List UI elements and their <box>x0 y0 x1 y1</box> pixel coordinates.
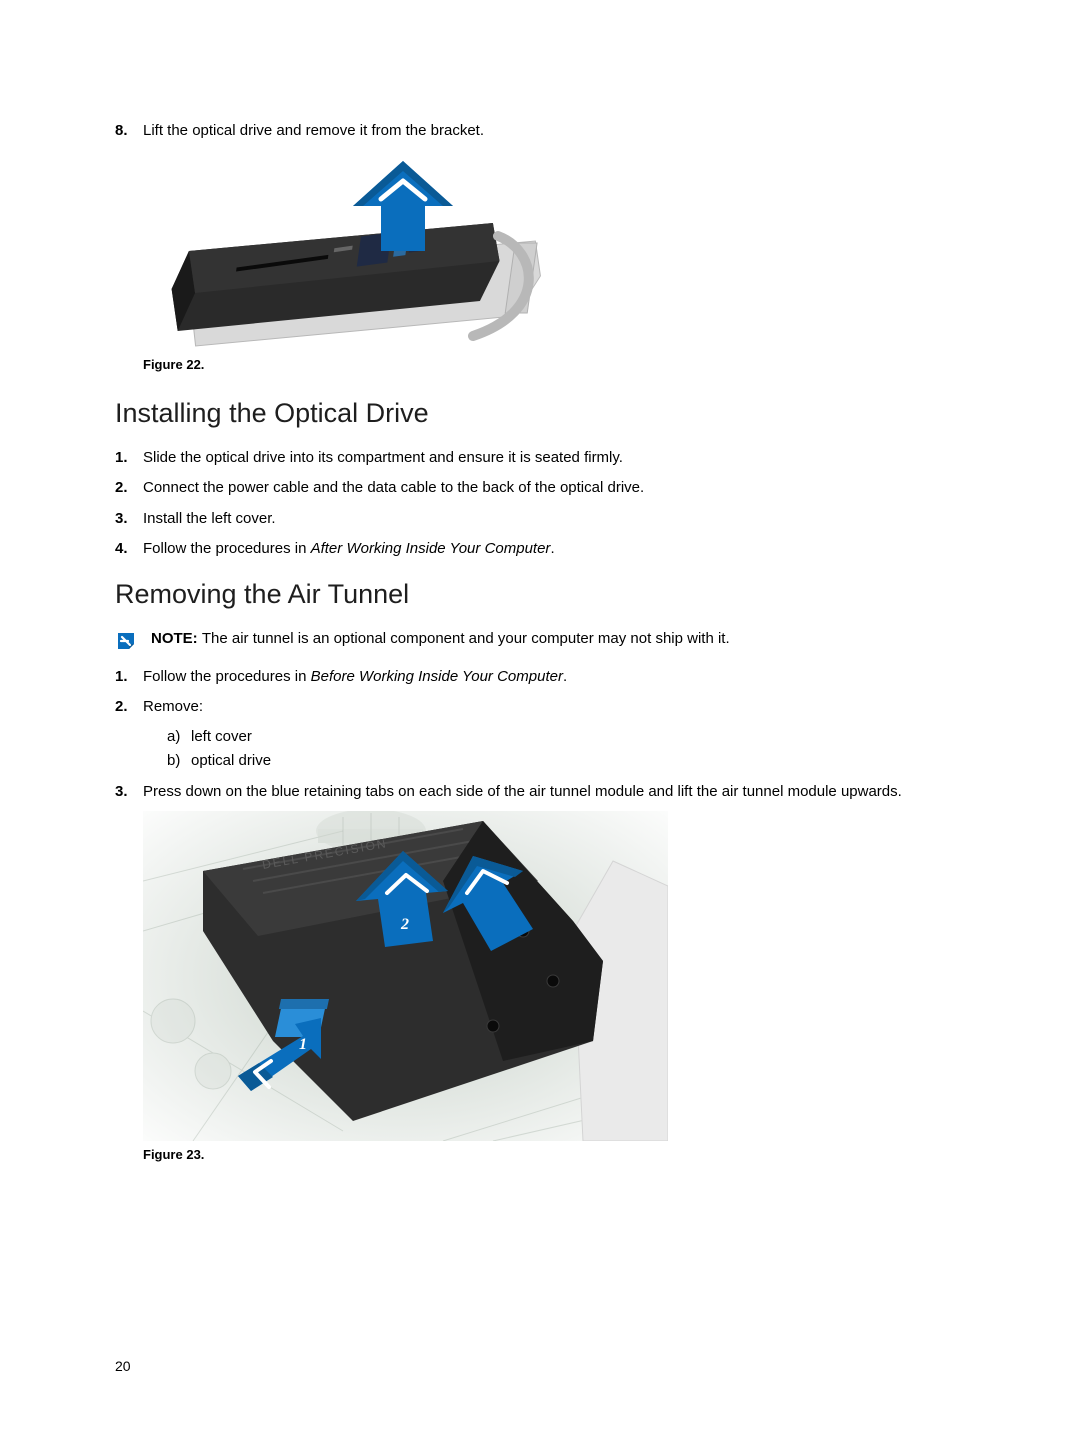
page-number: 20 <box>115 1358 131 1374</box>
figure-23-caption: Figure 23. <box>143 1147 965 1162</box>
text-prefix: Follow the procedures in <box>143 668 311 685</box>
step-text: Install the left cover. <box>143 508 965 531</box>
note-label: NOTE: <box>151 630 202 647</box>
text-italic: After Working Inside Your Computer <box>311 540 551 557</box>
step-text: Follow the procedures in After Working I… <box>143 538 965 561</box>
heading-installing-optical-drive: Installing the Optical Drive <box>115 398 965 429</box>
step-text: Press down on the blue retaining tabs on… <box>143 781 965 804</box>
step-number: 1. <box>115 666 143 689</box>
install-step-3: 3. Install the left cover. <box>115 508 965 531</box>
note-block: NOTE: The air tunnel is an optional comp… <box>115 628 965 652</box>
install-step-4: 4. Follow the procedures in After Workin… <box>115 538 965 561</box>
remove-step-1: 1. Follow the procedures in Before Worki… <box>115 666 965 689</box>
sub-text: optical drive <box>191 749 271 773</box>
text-prefix: Follow the procedures in <box>143 540 311 557</box>
install-step-2: 2. Connect the power cable and the data … <box>115 477 965 500</box>
remove-sub-a: a) left cover <box>167 725 965 749</box>
step-number: 2. <box>115 477 143 500</box>
step-text: Slide the optical drive into its compart… <box>143 447 965 470</box>
callout-1: 1 <box>299 1036 307 1053</box>
step-text: Lift the optical drive and remove it fro… <box>143 120 965 143</box>
remove-step-3: 3. Press down on the blue retaining tabs… <box>115 781 965 804</box>
sub-text: left cover <box>191 725 252 749</box>
figure-22-image <box>143 151 965 351</box>
sub-letter: b) <box>167 749 191 773</box>
note-text-container: NOTE: The air tunnel is an optional comp… <box>151 628 730 651</box>
callout-2: 2 <box>400 916 409 933</box>
step-text: Remove: a) left cover b) optical drive <box>143 696 965 779</box>
install-step-1: 1. Slide the optical drive into its comp… <box>115 447 965 470</box>
step-number: 2. <box>115 696 143 779</box>
note-text: The air tunnel is an optional component … <box>202 630 730 647</box>
text-italic: Before Working Inside Your Computer <box>311 668 563 685</box>
step-number: 4. <box>115 538 143 561</box>
step-8: 8. Lift the optical drive and remove it … <box>115 120 965 143</box>
text: Remove: <box>143 698 203 715</box>
remove-sub-b: b) optical drive <box>167 749 965 773</box>
text-suffix: . <box>563 668 567 685</box>
heading-removing-air-tunnel: Removing the Air Tunnel <box>115 579 965 610</box>
figure-22-caption: Figure 22. <box>143 357 965 372</box>
remove-step-2: 2. Remove: a) left cover b) optical driv… <box>115 696 965 779</box>
step-number: 3. <box>115 508 143 531</box>
step-number: 8. <box>115 120 143 143</box>
figure-23-image: DELL PRECISION 1 2 <box>143 811 965 1141</box>
step-number: 3. <box>115 781 143 804</box>
note-icon <box>115 630 137 652</box>
step-number: 1. <box>115 447 143 470</box>
step-text: Follow the procedures in Before Working … <box>143 666 965 689</box>
document-page: 8. Lift the optical drive and remove it … <box>0 0 1080 1434</box>
sub-letter: a) <box>167 725 191 749</box>
remove-sublist: a) left cover b) optical drive <box>167 725 965 773</box>
step-text: Connect the power cable and the data cab… <box>143 477 965 500</box>
text-suffix: . <box>550 540 554 557</box>
